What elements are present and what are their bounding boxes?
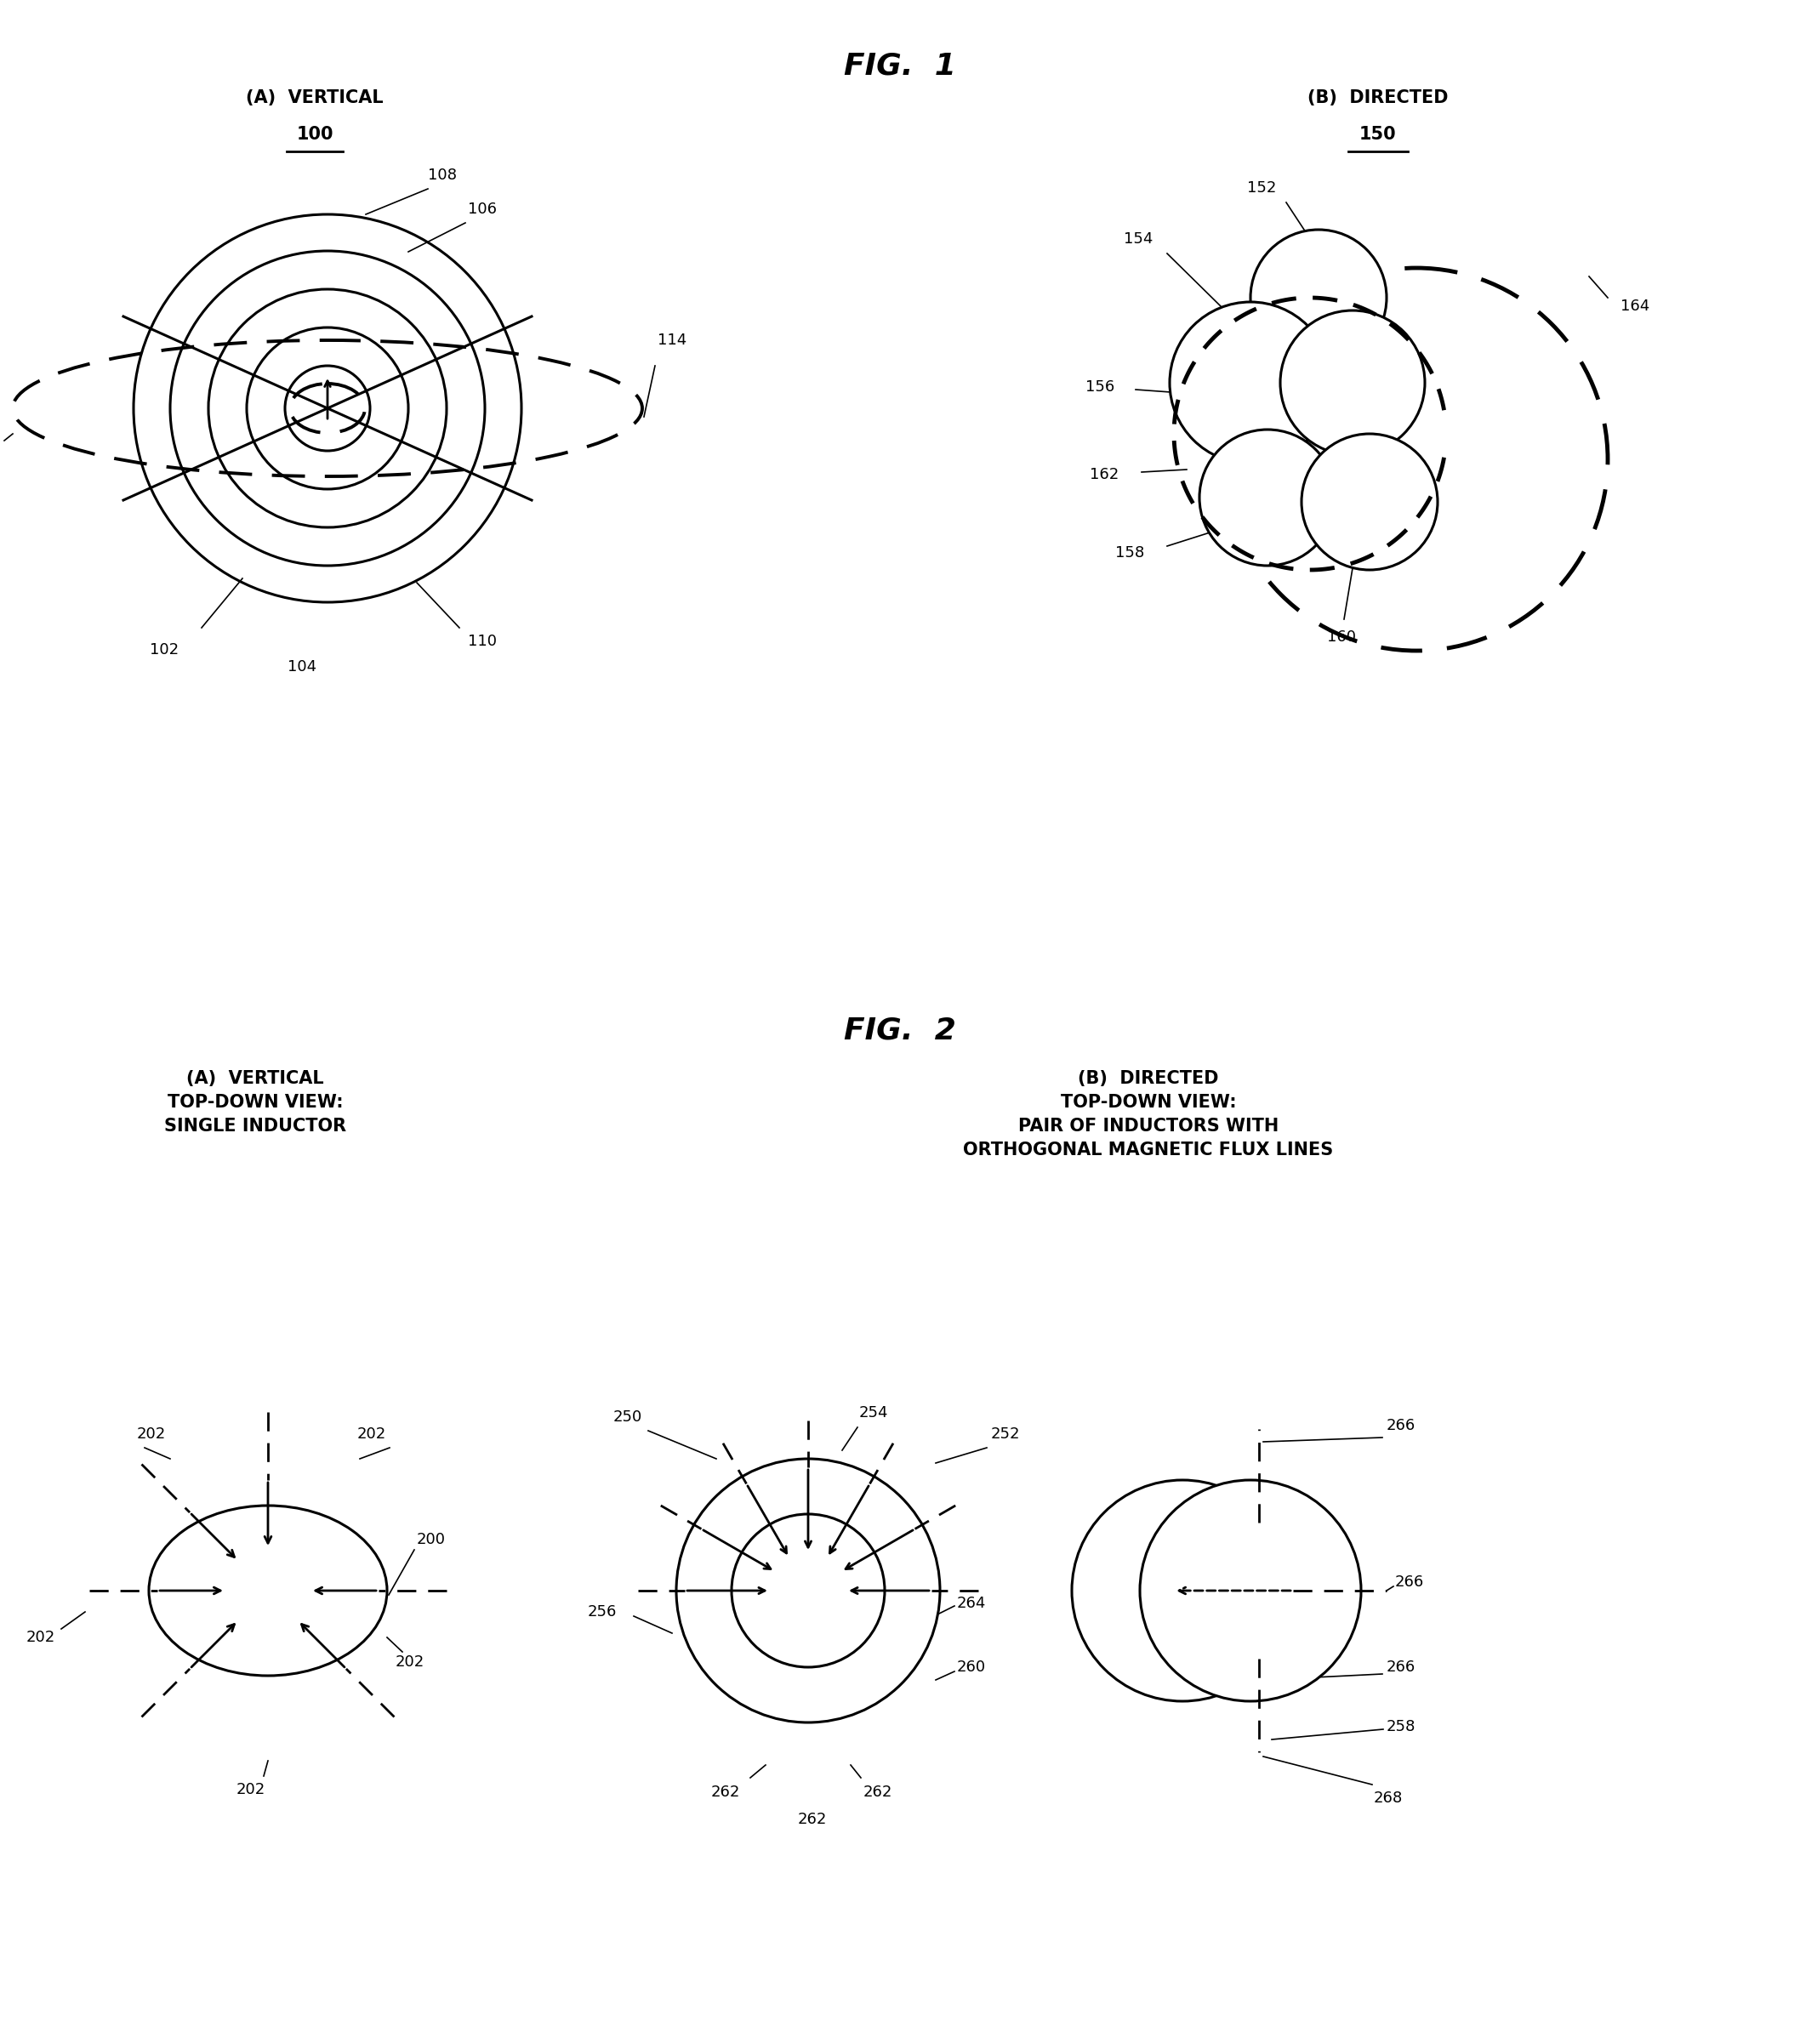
Text: FIG.  2: FIG. 2 bbox=[844, 1016, 956, 1044]
Text: 202: 202 bbox=[137, 1427, 166, 1441]
Text: 262: 262 bbox=[797, 1811, 826, 1827]
Text: 100: 100 bbox=[297, 127, 333, 143]
Text: 264: 264 bbox=[958, 1596, 986, 1611]
Text: 104: 104 bbox=[288, 660, 317, 675]
Text: 252: 252 bbox=[992, 1427, 1021, 1441]
Text: TOP-DOWN VIEW:: TOP-DOWN VIEW: bbox=[1060, 1094, 1237, 1110]
Text: 202: 202 bbox=[236, 1782, 266, 1797]
Text: 110: 110 bbox=[468, 634, 497, 650]
Text: 200: 200 bbox=[418, 1531, 446, 1547]
Text: 152: 152 bbox=[1247, 180, 1276, 196]
Circle shape bbox=[1071, 1480, 1292, 1701]
Text: 202: 202 bbox=[27, 1629, 56, 1645]
Text: 250: 250 bbox=[614, 1410, 643, 1425]
Ellipse shape bbox=[149, 1506, 387, 1676]
Text: 158: 158 bbox=[1114, 546, 1145, 560]
Text: 106: 106 bbox=[468, 202, 497, 217]
Text: 202: 202 bbox=[356, 1427, 387, 1441]
Text: (B)  DIRECTED: (B) DIRECTED bbox=[1307, 90, 1449, 106]
Text: 262: 262 bbox=[711, 1784, 740, 1801]
Text: (A)  VERTICAL: (A) VERTICAL bbox=[187, 1071, 324, 1087]
Circle shape bbox=[1170, 303, 1332, 464]
Text: 258: 258 bbox=[1386, 1719, 1417, 1735]
Text: 256: 256 bbox=[587, 1605, 617, 1619]
Text: (A)  VERTICAL: (A) VERTICAL bbox=[247, 90, 383, 106]
Text: 160: 160 bbox=[1327, 630, 1355, 644]
Text: 254: 254 bbox=[859, 1404, 889, 1421]
Text: 260: 260 bbox=[958, 1660, 986, 1674]
Text: 268: 268 bbox=[1373, 1791, 1402, 1805]
Text: 266: 266 bbox=[1386, 1660, 1417, 1674]
Text: 164: 164 bbox=[1620, 298, 1649, 315]
Text: (B)  DIRECTED: (B) DIRECTED bbox=[1078, 1071, 1219, 1087]
Circle shape bbox=[1251, 229, 1386, 366]
Text: 266: 266 bbox=[1386, 1419, 1417, 1433]
Text: TOP-DOWN VIEW:: TOP-DOWN VIEW: bbox=[167, 1094, 344, 1110]
Text: 156: 156 bbox=[1085, 380, 1114, 394]
Circle shape bbox=[731, 1515, 884, 1668]
Text: FIG.  1: FIG. 1 bbox=[844, 51, 956, 80]
Text: 202: 202 bbox=[396, 1654, 425, 1670]
Circle shape bbox=[677, 1459, 940, 1723]
Text: 108: 108 bbox=[428, 168, 457, 182]
Text: 150: 150 bbox=[1359, 127, 1397, 143]
Circle shape bbox=[1280, 311, 1426, 456]
Text: 102: 102 bbox=[149, 642, 178, 658]
Circle shape bbox=[1139, 1480, 1361, 1701]
Text: 162: 162 bbox=[1089, 466, 1118, 482]
Circle shape bbox=[1301, 433, 1438, 570]
Text: 154: 154 bbox=[1123, 231, 1152, 247]
Text: PAIR OF INDUCTORS WITH: PAIR OF INDUCTORS WITH bbox=[1019, 1118, 1278, 1134]
Text: ORTHOGONAL MAGNETIC FLUX LINES: ORTHOGONAL MAGNETIC FLUX LINES bbox=[963, 1141, 1334, 1159]
Text: SINGLE INDUCTOR: SINGLE INDUCTOR bbox=[164, 1118, 346, 1134]
Circle shape bbox=[1199, 429, 1336, 566]
Text: 114: 114 bbox=[657, 333, 686, 347]
Text: 262: 262 bbox=[864, 1784, 893, 1801]
Text: 266: 266 bbox=[1395, 1574, 1424, 1590]
